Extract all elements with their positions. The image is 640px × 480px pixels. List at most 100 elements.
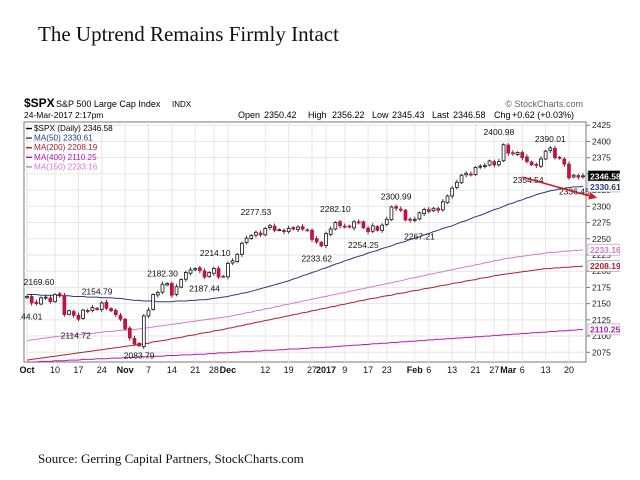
right-label-text: 2233.16	[590, 245, 620, 255]
candle-body	[174, 286, 179, 295]
candle-body	[272, 225, 277, 231]
candle-body	[169, 283, 174, 296]
candle-body	[534, 164, 539, 166]
x-tick-label: Mar	[500, 365, 517, 375]
candle-body	[375, 226, 380, 231]
candle-body	[202, 270, 207, 278]
candle-body	[426, 209, 431, 212]
candle-body	[29, 296, 34, 304]
candles	[25, 143, 585, 350]
candle-body	[249, 235, 254, 239]
candle-body	[562, 158, 567, 165]
y-tick-label: 2400	[592, 136, 611, 146]
candle-body	[553, 147, 557, 159]
price-annotations: 2169.60 2144.01 2114.72 2154.79 2083.79 2182.…	[12, 127, 590, 361]
chart-name: S&P 500 Large Cap Index	[56, 99, 161, 109]
x-tick-label: 17	[363, 365, 373, 375]
candle-body	[492, 161, 497, 166]
candle-body	[450, 187, 455, 197]
trend-arrow	[522, 176, 598, 200]
candle-body	[99, 302, 104, 310]
y-tick-label: 2125	[592, 315, 611, 325]
candle-body	[296, 226, 300, 230]
candle-body	[361, 221, 366, 229]
ohlc-last: 2346.58	[453, 110, 486, 120]
x-tick-label: Nov	[117, 365, 134, 375]
legend-label: $SPX (Daily) 2346.58	[34, 124, 113, 133]
candle-body	[57, 293, 62, 296]
candle-body	[515, 152, 520, 155]
x-tick-label: 14	[167, 365, 177, 375]
candle-body	[347, 225, 352, 228]
candle-body	[511, 152, 515, 155]
candle-body	[581, 175, 585, 178]
candle-body	[198, 267, 202, 271]
candle-body	[141, 315, 146, 347]
candle-body	[207, 272, 212, 278]
x-tick-label: 10	[50, 365, 60, 375]
price-annotation: 2187.44	[189, 283, 220, 293]
source-note: Source: Gerring Capital Partners, StockC…	[38, 451, 304, 466]
candle-body	[408, 218, 412, 221]
candle-body	[445, 195, 450, 203]
price-annotation: 2282.10	[320, 204, 351, 214]
y-tick-label: 2075	[592, 347, 611, 357]
candle-body	[529, 161, 534, 166]
candle-body	[333, 222, 338, 230]
candle-body	[67, 310, 71, 315]
ohlc-low: 2345.43	[392, 110, 425, 120]
candle-body	[76, 314, 81, 320]
candle-body	[403, 209, 408, 221]
candle-body	[525, 156, 529, 162]
candle-body	[268, 225, 272, 228]
candle-body	[48, 297, 53, 303]
right-label-text: 2208.19	[590, 261, 620, 271]
x-tick-label: 9	[342, 365, 347, 375]
candle-body	[483, 165, 487, 167]
right-label-text: 2346.58	[590, 171, 620, 181]
plot-frame	[23, 121, 587, 363]
candle-body	[319, 241, 324, 247]
candle-body	[464, 172, 469, 176]
y-tick-label: 2175	[592, 282, 611, 292]
candle-body	[342, 225, 347, 228]
price-annotation: 2083.79	[124, 351, 155, 361]
ohlc-open-label: Open	[238, 110, 260, 120]
y-tick-label: 2100	[592, 331, 611, 341]
candle-body	[459, 174, 464, 184]
ohlc-last-label: Last	[432, 110, 450, 120]
candle-body	[506, 144, 511, 154]
price-annotation: 2277.53	[241, 207, 272, 217]
candle-body	[221, 275, 226, 278]
right-label-text: 2330.61	[590, 182, 620, 192]
candle-body	[165, 283, 170, 286]
price-annotation: 2267.21	[404, 232, 435, 242]
candle-body	[132, 337, 137, 345]
candle-body	[300, 226, 305, 230]
candle-body	[394, 206, 398, 209]
candle-body	[366, 227, 370, 233]
candle-body	[244, 237, 249, 243]
y-tick-label: 2375	[592, 153, 611, 163]
price-annotation: 2300.99	[381, 192, 412, 202]
candle-body	[146, 309, 151, 317]
price-annotation: 2214.10	[200, 248, 231, 258]
x-tick-label: 6	[520, 365, 525, 375]
candle-body	[137, 343, 141, 347]
x-tick-label: 20	[564, 365, 574, 375]
x-tick-label: 13	[541, 365, 551, 375]
candle-body	[179, 279, 184, 288]
ma400-line	[27, 329, 583, 363]
trend-arrow-head	[588, 191, 598, 200]
candle-body	[520, 152, 525, 159]
x-tick-label: 24	[97, 365, 107, 375]
price-annotation: 2154.79	[82, 287, 113, 297]
candle-body	[160, 283, 165, 293]
price-annotation: 2390.01	[535, 134, 566, 144]
candle-body	[576, 175, 581, 178]
candle-body	[352, 221, 356, 229]
candle-body	[85, 310, 90, 312]
candle-body	[567, 163, 571, 179]
candle-body	[118, 315, 123, 320]
